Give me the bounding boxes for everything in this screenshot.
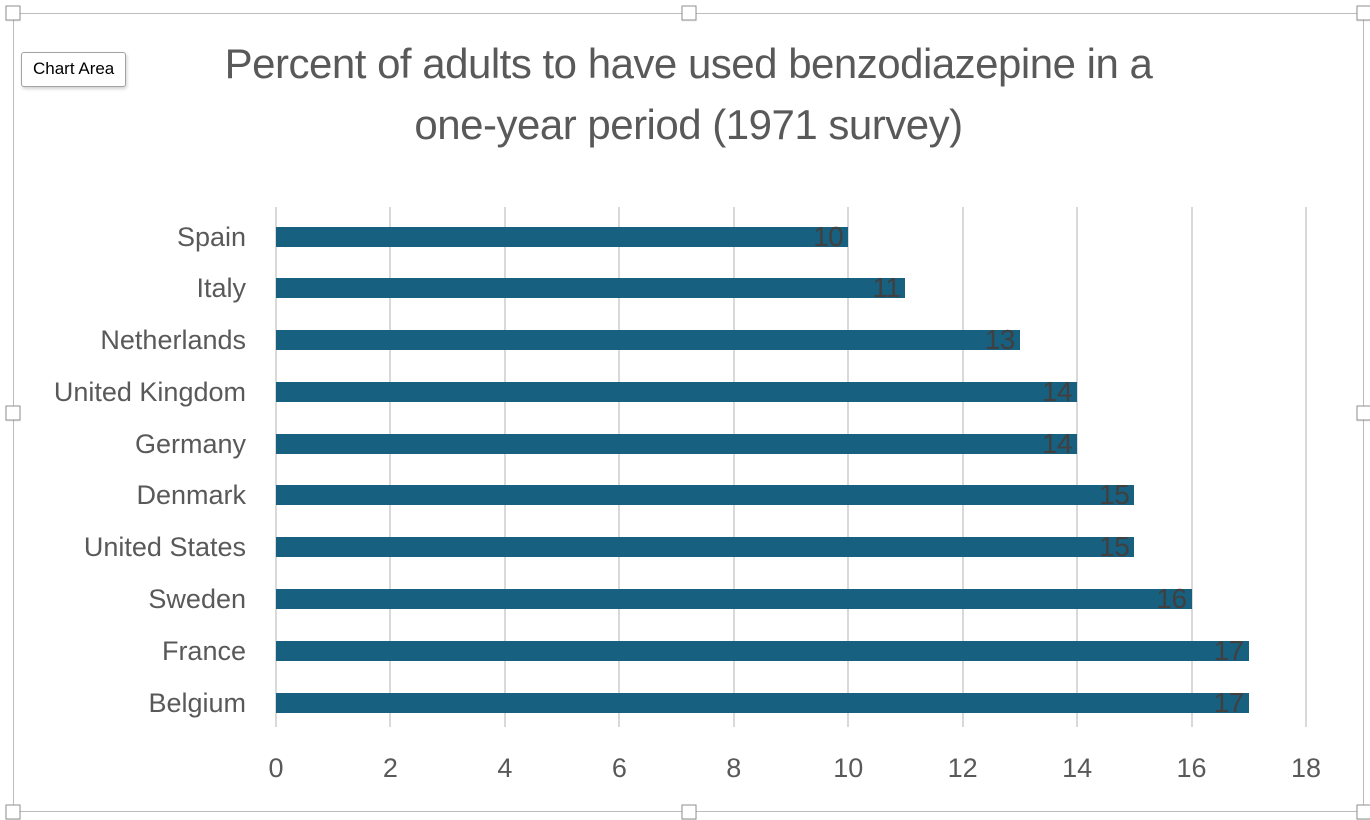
selection-handle-bottom-right[interactable] xyxy=(1356,804,1370,820)
bar-united-kingdom[interactable] xyxy=(276,381,1078,402)
value-axis-label[interactable]: 6 xyxy=(611,753,627,783)
bar-spain[interactable] xyxy=(276,226,849,247)
selection-handle-top-left[interactable] xyxy=(5,5,21,21)
data-label[interactable]: 14 xyxy=(1041,427,1073,459)
category-axis-label[interactable]: Denmark xyxy=(136,480,246,511)
category-axis-label[interactable]: Belgium xyxy=(148,687,246,718)
selection-handle-top-right[interactable] xyxy=(1356,5,1370,21)
data-label[interactable]: 16 xyxy=(1156,582,1187,614)
category-axis-label[interactable]: United States xyxy=(83,532,246,563)
value-axis-label[interactable]: 2 xyxy=(382,753,398,783)
bar-denmark[interactable] xyxy=(276,485,1135,506)
selection-handle-top-middle[interactable] xyxy=(681,5,696,21)
value-axis-label[interactable]: 4 xyxy=(497,753,513,783)
data-label[interactable]: 11 xyxy=(872,272,901,304)
value-axis-label[interactable]: 14 xyxy=(1062,753,1093,783)
gridline xyxy=(275,207,277,727)
data-label[interactable]: 10 xyxy=(813,220,844,252)
gridline xyxy=(618,207,621,727)
gridline xyxy=(503,207,506,727)
category-axis-label[interactable]: Germany xyxy=(134,428,246,459)
chart-title[interactable]: Percent of adults to have used benzodiaz… xyxy=(13,33,1364,155)
data-label[interactable]: 13 xyxy=(984,324,1016,356)
value-axis-label[interactable]: 18 xyxy=(1290,753,1322,783)
gridline xyxy=(1190,207,1193,727)
gridline xyxy=(847,207,850,727)
bar-netherlands[interactable] xyxy=(276,330,1020,351)
category-axis-label[interactable]: Italy xyxy=(196,273,246,304)
chart-area-tooltip-label: Chart Area xyxy=(33,59,115,78)
selection-handle-bottom-middle[interactable] xyxy=(681,804,696,820)
chart-area-tooltip: Chart Area xyxy=(21,52,127,87)
category-axis-label[interactable]: Sweden xyxy=(148,583,246,614)
category-axis-label[interactable]: Netherlands xyxy=(100,325,246,356)
bar-united-states[interactable] xyxy=(276,537,1135,558)
selection-handle-left-middle[interactable] xyxy=(5,405,21,420)
gridline xyxy=(961,207,964,727)
data-label[interactable]: 17 xyxy=(1213,634,1245,666)
category-axis-label[interactable]: France xyxy=(161,635,246,666)
data-label[interactable]: 17 xyxy=(1213,686,1245,718)
bar-france[interactable] xyxy=(276,640,1249,661)
value-axis-label[interactable]: 0 xyxy=(268,753,284,783)
chart-area[interactable] xyxy=(13,13,1364,812)
value-axis-label[interactable]: 16 xyxy=(1176,753,1207,783)
category-axis-label[interactable]: Spain xyxy=(176,221,246,252)
chart-title-line-1: Percent of adults to have used benzodiaz… xyxy=(224,40,1153,87)
gridline xyxy=(389,207,392,727)
gridline xyxy=(732,207,735,727)
data-label[interactable]: 14 xyxy=(1041,375,1073,407)
value-axis-label[interactable]: 10 xyxy=(833,753,864,783)
value-axis-label[interactable]: 12 xyxy=(947,753,978,783)
data-label[interactable]: 15 xyxy=(1099,479,1130,511)
bar-belgium[interactable] xyxy=(276,692,1249,713)
chart-title-line-2: one-year period (1971 survey) xyxy=(414,101,963,148)
data-label[interactable]: 15 xyxy=(1099,531,1130,563)
gridline xyxy=(1076,207,1079,727)
selection-handle-right-middle[interactable] xyxy=(1356,405,1370,420)
selection-handle-bottom-left[interactable] xyxy=(5,804,21,820)
category-axis-label[interactable]: United Kingdom xyxy=(53,376,246,407)
bar-sweden[interactable] xyxy=(276,588,1192,609)
bar-germany[interactable] xyxy=(276,433,1078,454)
gridline xyxy=(1305,207,1307,727)
value-axis-label[interactable]: 8 xyxy=(726,753,742,783)
bar-italy[interactable] xyxy=(276,278,906,299)
